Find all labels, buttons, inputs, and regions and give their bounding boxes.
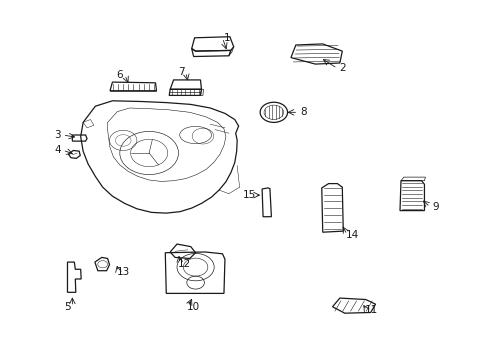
Text: 6: 6 xyxy=(116,70,123,80)
Text: 9: 9 xyxy=(431,202,438,212)
Text: 11: 11 xyxy=(364,305,378,315)
Text: 1: 1 xyxy=(224,33,230,43)
Text: 2: 2 xyxy=(338,63,345,73)
Text: 5: 5 xyxy=(64,302,71,312)
Text: 7: 7 xyxy=(177,67,184,77)
Text: 8: 8 xyxy=(299,107,306,117)
Text: 4: 4 xyxy=(54,145,61,155)
Text: 10: 10 xyxy=(186,302,199,312)
Text: 13: 13 xyxy=(116,267,130,277)
Text: 15: 15 xyxy=(242,190,256,200)
Text: 14: 14 xyxy=(345,230,358,240)
Text: 12: 12 xyxy=(178,258,191,269)
Text: 3: 3 xyxy=(54,130,61,140)
